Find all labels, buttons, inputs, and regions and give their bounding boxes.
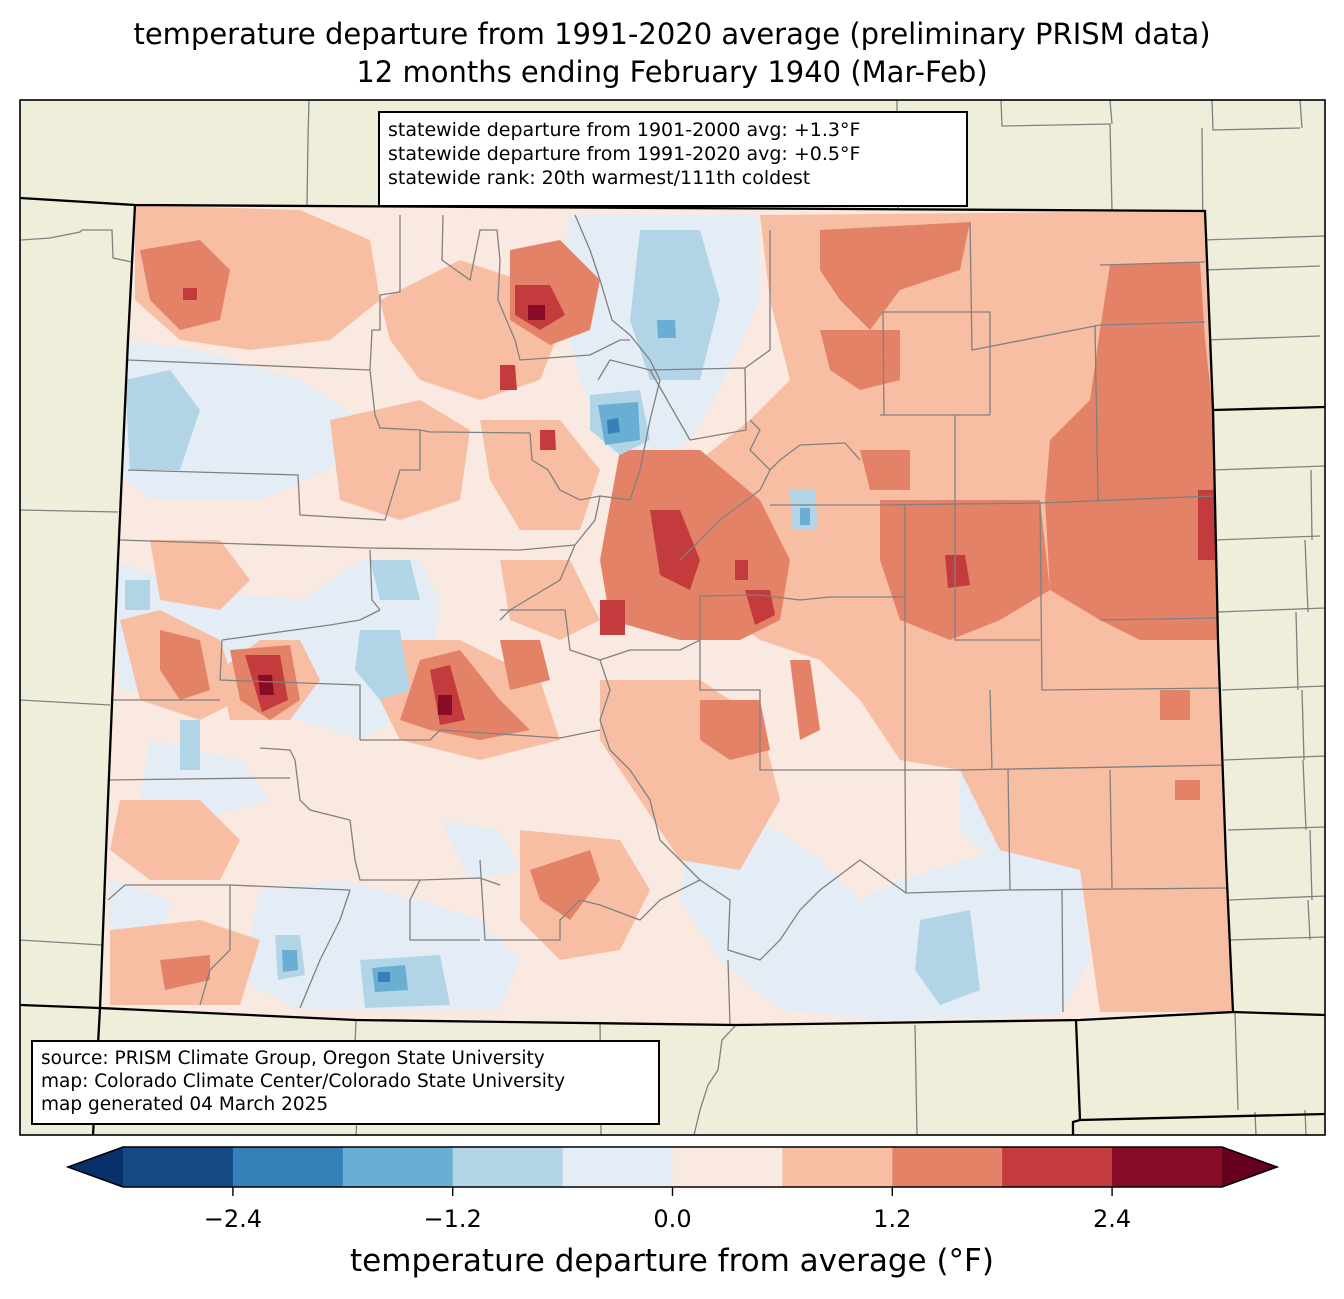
credit-map: map: Colorado Climate Center/Colorado St… xyxy=(41,1071,566,1092)
colorbar-tick-label: −2.4 xyxy=(203,1205,263,1233)
credits-box: source: PRISM Climate Group, Oregon Stat… xyxy=(31,1040,660,1125)
colorbar-bin xyxy=(892,1147,1003,1187)
utah-arizona-border xyxy=(20,1003,101,1010)
stats-departure-1901-2000: statewide departure from 1901-2000 avg: … xyxy=(388,119,861,141)
colorbar-bin xyxy=(782,1147,893,1187)
colorbar-bin xyxy=(452,1147,564,1187)
colorbar-tick-label: 1.2 xyxy=(873,1205,912,1233)
colorbar-bin xyxy=(1002,1147,1113,1187)
stats-rank: statewide rank: 20th warmest/111th colde… xyxy=(388,167,811,189)
nebraska-kansas-border xyxy=(1212,405,1325,412)
colorbar-bin xyxy=(672,1147,783,1187)
colorbar-label: temperature departure from average (°F) xyxy=(350,1243,994,1279)
county-lines xyxy=(107,214,1231,1025)
colorbar-bin xyxy=(232,1147,344,1187)
colorbar-bin xyxy=(123,1147,234,1187)
kansas-oklahoma-border xyxy=(1232,1010,1325,1017)
temperature-heatmap xyxy=(100,205,1233,1025)
statewide-stats-box: statewide departure from 1901-2000 avg: … xyxy=(378,111,968,207)
colorbar-bin xyxy=(1112,1147,1223,1187)
heatmap-bin-neg1.2-to-neg0.6 xyxy=(125,230,980,1008)
map-title-line-1: temperature departure from 1991-2020 ave… xyxy=(133,17,1211,51)
colorado-border xyxy=(20,196,1235,1027)
heatmap-bin-neg2.4-to-neg1.8 xyxy=(378,418,620,982)
colorbar-bin xyxy=(342,1147,454,1187)
nm-oklahoma-border xyxy=(1071,1019,1082,1135)
credit-source: source: PRISM Climate Group, Oregon Stat… xyxy=(41,1048,545,1069)
heatmap-bin-2.4-to-3.0 xyxy=(258,305,545,715)
colorbar-extend-over xyxy=(1222,1147,1277,1187)
colorbar-bin xyxy=(562,1147,673,1187)
heatmap-bin-neg1.8-to-neg1.2 xyxy=(282,320,810,992)
colorbar-tick-label: −1.2 xyxy=(423,1205,482,1233)
colorbar-tick-label: 0.0 xyxy=(653,1205,692,1233)
colorbar-tick-label: 2.4 xyxy=(1093,1205,1132,1233)
stats-departure-1991-2020: statewide departure from 1991-2020 avg: … xyxy=(388,143,861,165)
map-frame xyxy=(19,99,1326,1136)
oklahoma-texas-border xyxy=(1079,1112,1325,1122)
colorbar-outline xyxy=(65,1146,1280,1188)
credit-generated: map generated 04 March 2025 xyxy=(41,1094,329,1115)
colorbar xyxy=(65,1146,1280,1196)
map-title-line-2: 12 months ending February 1940 (Mar-Feb) xyxy=(356,55,988,89)
colorbar-extend-under xyxy=(68,1147,123,1187)
